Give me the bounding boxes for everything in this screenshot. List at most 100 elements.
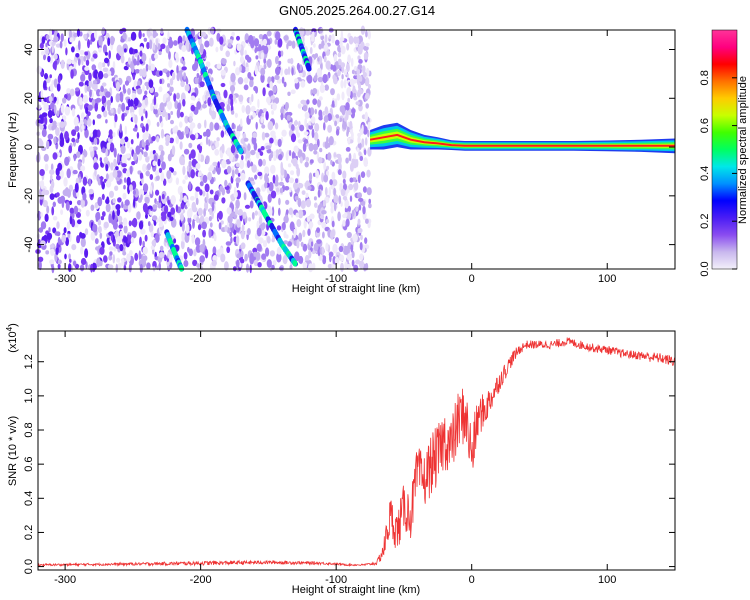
noise-speck <box>117 197 122 203</box>
noise-speck <box>304 117 308 128</box>
noise-speck <box>109 190 114 198</box>
noise-speck <box>362 65 366 74</box>
noise-speck <box>283 35 289 41</box>
noise-speck <box>331 171 336 181</box>
noise-speck <box>335 128 340 136</box>
noise-speck <box>260 52 265 59</box>
noise-speck <box>169 138 174 144</box>
noise-speck <box>261 253 267 260</box>
noise-speck <box>38 260 42 271</box>
y-tick-label: 20 <box>23 92 35 104</box>
noise-speck <box>252 112 257 118</box>
noise-speck <box>207 97 212 106</box>
noise-speck <box>290 57 294 65</box>
noise-speck <box>172 126 178 134</box>
noise-speck <box>106 99 112 107</box>
noise-speck <box>260 67 266 76</box>
noise-speck <box>139 172 144 179</box>
noise-speck <box>166 170 172 180</box>
noise-speck <box>343 79 347 89</box>
noise-speck <box>170 195 176 205</box>
noise-speck <box>290 133 297 143</box>
streak-blob <box>292 260 298 267</box>
noise-speck <box>152 204 158 210</box>
noise-speck <box>240 50 244 56</box>
noise-speck <box>168 39 174 49</box>
noise-speck <box>262 108 268 113</box>
noise-speck <box>181 45 187 52</box>
x-tick-label: 100 <box>598 273 616 285</box>
noise-speck <box>355 43 359 48</box>
noise-speck <box>351 259 355 267</box>
noise-speck <box>189 115 193 123</box>
noise-speck <box>47 133 54 140</box>
noise-speck <box>64 106 71 116</box>
noise-speck <box>120 145 126 154</box>
noise-speck <box>367 121 371 130</box>
noise-speck <box>130 98 134 109</box>
noise-speck <box>50 248 55 256</box>
noise-speck <box>194 77 199 85</box>
noise-speck <box>173 238 177 244</box>
noise-speck <box>82 176 88 186</box>
noise-speck <box>302 243 308 252</box>
noise-speck <box>243 84 249 91</box>
noise-speck <box>323 122 326 131</box>
noise-speck <box>165 113 169 121</box>
noise-speck <box>231 169 235 179</box>
noise-speck <box>111 77 116 82</box>
noise-speck <box>119 244 124 252</box>
noise-speck <box>300 80 306 88</box>
noise-speck <box>84 228 89 236</box>
noise-speck <box>149 185 153 195</box>
noise-speck <box>225 50 230 58</box>
noise-speck <box>55 127 60 137</box>
noise-speck <box>66 58 72 65</box>
noise-speck <box>57 259 62 265</box>
noise-speck <box>303 131 309 136</box>
noise-speck <box>244 204 251 209</box>
noise-speck <box>59 121 65 128</box>
noise-speck <box>233 186 237 195</box>
noise-speck <box>153 108 158 115</box>
noise-speck <box>251 212 255 220</box>
noise-speck <box>299 72 303 77</box>
noise-speck <box>152 160 157 167</box>
noise-speck <box>115 166 119 171</box>
noise-speck <box>320 34 325 41</box>
noise-speck <box>250 149 256 156</box>
noise-speck <box>145 63 149 72</box>
noise-speck <box>337 52 342 58</box>
noise-speck <box>99 90 105 97</box>
y-tick-label: 0.2 <box>23 525 35 540</box>
noise-speck <box>184 115 189 124</box>
noise-speck <box>41 128 47 138</box>
noise-speck <box>357 218 361 225</box>
noise-speck <box>40 212 43 218</box>
noise-speck <box>126 141 130 149</box>
noise-speck <box>353 264 359 272</box>
noise-speck <box>323 256 327 262</box>
noise-speck <box>144 196 150 204</box>
noise-speck <box>123 177 127 183</box>
noise-speck <box>294 78 299 84</box>
noise-speck <box>188 153 192 161</box>
noise-speck <box>101 211 106 217</box>
noise-speck <box>118 224 123 229</box>
noise-speck <box>352 233 358 243</box>
noise-speck <box>40 71 44 76</box>
noise-speck <box>150 102 154 112</box>
noise-speck <box>50 83 54 92</box>
noise-speck <box>295 178 299 184</box>
noise-speck <box>127 37 132 42</box>
noise-speck <box>296 219 302 228</box>
noise-speck <box>138 220 144 230</box>
noise-speck <box>149 39 153 50</box>
noise-speck <box>67 233 71 239</box>
noise-speck <box>121 113 125 122</box>
noise-speck <box>146 262 151 270</box>
noise-speck <box>246 150 251 159</box>
noise-speck <box>342 170 347 180</box>
noise-speck <box>328 136 334 146</box>
noise-speck <box>337 58 342 66</box>
